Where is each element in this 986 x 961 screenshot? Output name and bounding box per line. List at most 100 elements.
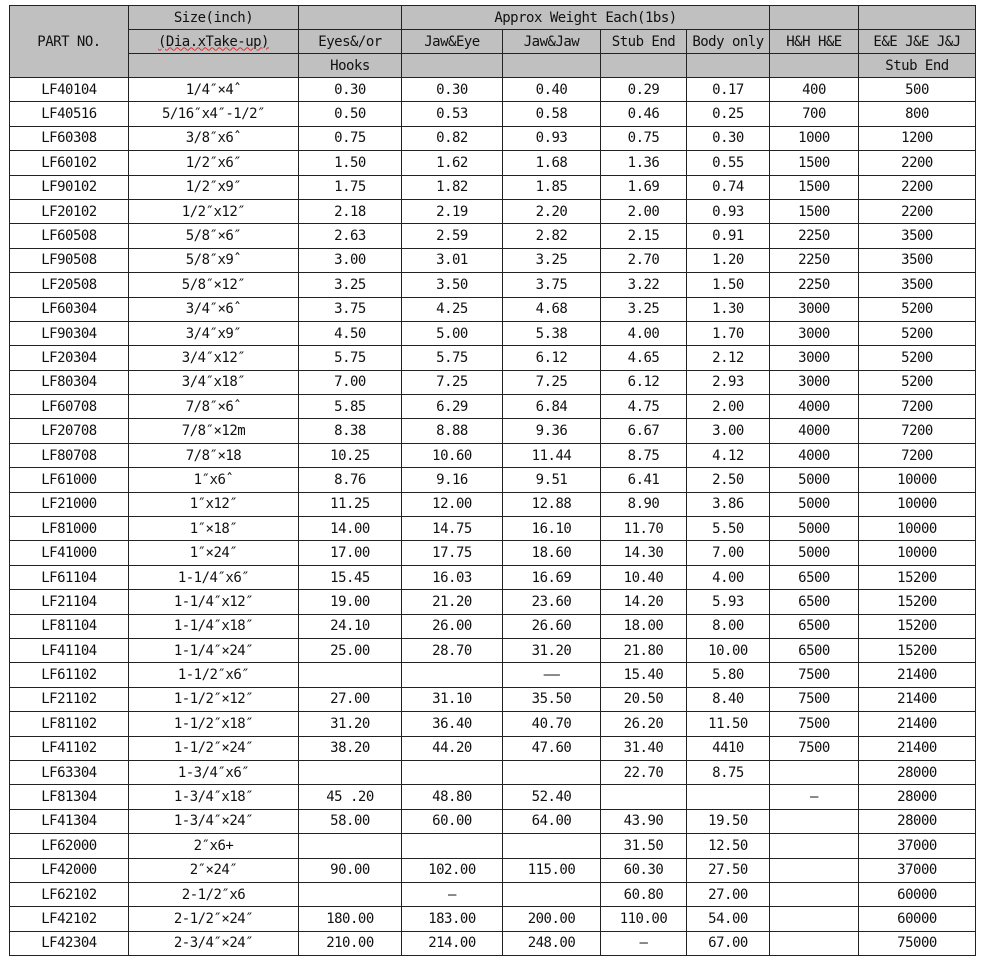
cell-jaw-jaw: 35.50	[502, 686, 601, 713]
cell-hh-he: 6500	[769, 613, 859, 639]
table-row: LF60508 5/8″×6″ 2.63 2.59 2.82 2.15 0.91 2250 35…	[9, 223, 976, 249]
cell-ee-je-jj: 3500	[858, 272, 976, 298]
cell-hh-he: 3000	[769, 369, 859, 396]
cell-jaw-jaw: 2.20	[502, 198, 601, 225]
header-body-only: Body only	[686, 29, 770, 54]
cell-stub-end: 14.20	[600, 589, 687, 615]
cell-part-no: LF20508	[9, 272, 129, 298]
cell-size: 1-1/2″×24″	[128, 735, 299, 761]
cell-jaw-eye: 48.80	[401, 784, 503, 810]
cell-eyes-hooks: 1.75	[298, 174, 402, 200]
cell-hh-he: 6500	[769, 564, 859, 591]
table-row: LF81304 1-3/4″x18″ 45 .20 48.80 52.40 —28000	[9, 784, 976, 810]
cell-size: 1/2″x6″	[128, 150, 299, 176]
cell-ee-je-jj: 21400	[858, 711, 976, 737]
cell-eyes-hooks	[298, 662, 402, 688]
cell-part-no: LF62102	[9, 881, 129, 908]
cell-size: 3/8″x6ˆ	[128, 125, 299, 152]
cell-eyes-hooks: 7.00	[298, 369, 402, 396]
header-stub-end-2: Stub End	[858, 53, 976, 78]
cell-jaw-jaw: ——	[502, 662, 601, 688]
cell-body-only: 0.91	[686, 223, 770, 249]
cell-body-only: 0.74	[686, 174, 770, 200]
cell-jaw-jaw: 200.00	[502, 906, 601, 932]
cell-hh-he: 7500	[769, 711, 859, 737]
cell-part-no: LF40516	[9, 101, 129, 127]
cell-hh-he: 1500	[769, 174, 859, 200]
cell-jaw-eye: 5.00	[401, 320, 503, 347]
table-row: LF20708 7/8″×12m 8.38 8.88 9.36 6.67 3.00 4000 7…	[9, 418, 976, 444]
cell-stub-end: 60.80	[600, 881, 687, 908]
cell-body-only: 1.50	[686, 272, 770, 298]
cell-jaw-jaw	[502, 881, 601, 908]
header-jaw-eye: Jaw&Eye	[401, 29, 503, 54]
cell-eyes-hooks: 25.00	[298, 637, 402, 664]
cell-body-only: 27.50	[686, 857, 770, 883]
table-row: LF90102 1/2″x9″ 1.75 1.82 1.85 1.69 0.74 1500 22…	[9, 174, 976, 200]
cell-eyes-hooks: 8.38	[298, 418, 402, 444]
cell-ee-je-jj: 75000	[858, 930, 976, 957]
cell-size: 1/4″×4ˆ	[128, 76, 299, 103]
cell-ee-je-jj: 15200	[858, 564, 976, 591]
table-row: LF81000 1″×18″ 14.00 14.75 16.10 11.70 5.50 500…	[9, 516, 976, 542]
cell-ee-je-jj: 3500	[858, 247, 976, 274]
cell-part-no: LF20708	[9, 418, 129, 444]
cell-jaw-eye: 5.75	[401, 345, 503, 371]
cell-part-no: LF60102	[9, 150, 129, 176]
cell-body-only	[686, 784, 770, 810]
cell-hh-he: 2250	[769, 247, 859, 274]
cell-eyes-hooks: 8.76	[298, 467, 402, 493]
cell-ee-je-jj: 28000	[858, 808, 976, 835]
cell-part-no: LF60708	[9, 394, 129, 420]
header-size: Size(inch)	[128, 5, 299, 30]
cell-part-no: LF61000	[9, 467, 129, 493]
cell-jaw-jaw: 16.69	[502, 564, 601, 591]
cell-stub-end: 15.40	[600, 662, 687, 688]
cell-eyes-hooks: 38.20	[298, 735, 402, 761]
cell-size: 5/8″×12″	[128, 272, 299, 298]
cell-ee-je-jj: 60000	[858, 906, 976, 932]
cell-hh-he	[769, 808, 859, 835]
cell-eyes-hooks: 3.75	[298, 296, 402, 322]
table-row: LF20102 1/2″x12″ 2.18 2.19 2.20 2.00 0.93 1500 2…	[9, 198, 976, 225]
cell-ee-je-jj: 5200	[858, 369, 976, 396]
table-row: LF21102 1-1/2″×12″ 27.00 31.10 35.50 20.50 8.4…	[9, 686, 976, 713]
cell-ee-je-jj: 7200	[858, 418, 976, 444]
cell-ee-je-jj: 2200	[858, 150, 976, 176]
cell-size: 2″x6+	[128, 833, 299, 859]
header-empty	[502, 53, 601, 78]
cell-stub-end: 6.12	[600, 369, 687, 396]
table-row: LF60308 3/8″x6ˆ 0.75 0.82 0.93 0.75 0.30 1000 12…	[9, 125, 976, 152]
cell-jaw-jaw: 0.93	[502, 125, 601, 152]
cell-hh-he: 400	[769, 76, 859, 103]
cell-part-no: LF81000	[9, 516, 129, 542]
cell-body-only: 2.12	[686, 345, 770, 371]
cell-part-no: LF41104	[9, 637, 129, 664]
cell-stub-end: 0.75	[600, 125, 687, 152]
cell-size: 1-3/4″x6″	[128, 759, 299, 786]
cell-jaw-eye	[401, 833, 503, 859]
cell-ee-je-jj: 28000	[858, 759, 976, 786]
cell-jaw-eye: 2.19	[401, 198, 503, 225]
cell-body-only: 8.00	[686, 613, 770, 639]
cell-jaw-jaw: 4.68	[502, 296, 601, 322]
cell-body-only: 0.25	[686, 101, 770, 127]
cell-eyes-hooks: 27.00	[298, 686, 402, 713]
cell-body-only: 1.70	[686, 320, 770, 347]
cell-size: 3/4″x18″	[128, 369, 299, 396]
cell-stub-end: 26.20	[600, 711, 687, 737]
cell-size: 1″×18″	[128, 516, 299, 542]
cell-eyes-hooks: 31.20	[298, 711, 402, 737]
cell-size: 1-3/4″x18″	[128, 784, 299, 810]
cell-hh-he: 4000	[769, 394, 859, 420]
cell-ee-je-jj: 5200	[858, 320, 976, 347]
cell-body-only: 0.55	[686, 150, 770, 176]
table-row: LF20508 5/8″×12″ 3.25 3.50 3.75 3.22 1.50 2250 3…	[9, 272, 976, 298]
cell-eyes-hooks: 0.30	[298, 76, 402, 103]
header-part-no: PART NO.	[9, 5, 129, 78]
cell-size: 5/8″×6″	[128, 223, 299, 249]
cell-part-no: LF61104	[9, 564, 129, 591]
table-row: LF20304 3/4″x12″ 5.75 5.75 6.12 4.65 2.12 3000 5…	[9, 345, 976, 371]
cell-stub-end: 2.00	[600, 198, 687, 225]
table-row: LF60304 3/4″×6ˆ 3.75 4.25 4.68 3.25 1.30 3000 52…	[9, 296, 976, 322]
